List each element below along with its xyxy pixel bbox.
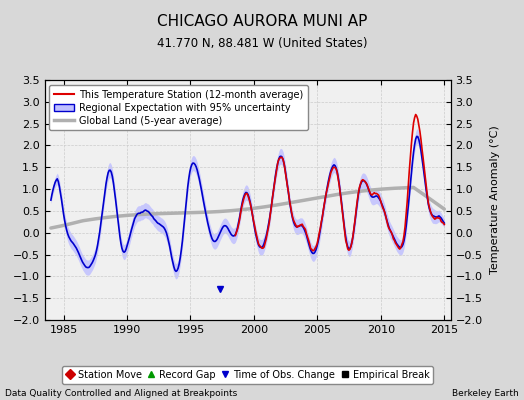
Text: Data Quality Controlled and Aligned at Breakpoints: Data Quality Controlled and Aligned at B… (5, 389, 237, 398)
Y-axis label: Temperature Anomaly (°C): Temperature Anomaly (°C) (489, 126, 499, 274)
Text: CHICAGO AURORA MUNI AP: CHICAGO AURORA MUNI AP (157, 14, 367, 29)
Text: Berkeley Earth: Berkeley Earth (452, 389, 519, 398)
Legend: Station Move, Record Gap, Time of Obs. Change, Empirical Break: Station Move, Record Gap, Time of Obs. C… (62, 366, 433, 384)
Text: 41.770 N, 88.481 W (United States): 41.770 N, 88.481 W (United States) (157, 37, 367, 50)
